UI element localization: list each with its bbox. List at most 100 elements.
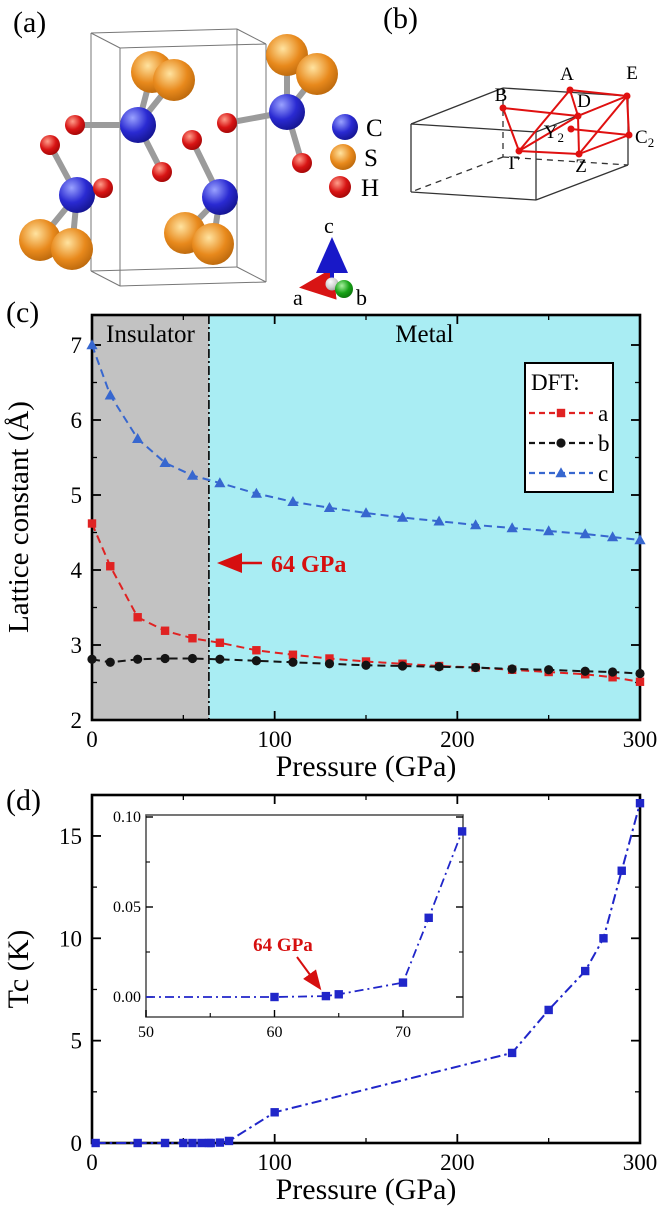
kpath-segment (577, 95, 628, 117)
series-b-marker (544, 665, 554, 675)
carbon-atom (120, 107, 156, 143)
y-tick-label: 15 (59, 824, 82, 849)
unit-cell-edge (90, 270, 121, 287)
inset-annotation-64gpa: 64 GPa (253, 935, 313, 956)
series-a-marker (608, 673, 617, 682)
series-a-line (91, 523, 641, 683)
y-axis-title: Lattice constant (Å) (3, 401, 35, 633)
series-c-marker (86, 339, 98, 350)
panel-c-label: (c) (6, 296, 40, 329)
carbon-atom (59, 177, 95, 213)
inset-x-tick-label: 50 (138, 1024, 154, 1041)
series-tc-marker (581, 966, 590, 976)
series-b-marker (361, 660, 371, 670)
legend-marker-a (556, 408, 566, 418)
sulfur-atom (153, 59, 195, 101)
inset-x-tick-label: 70 (395, 1024, 411, 1041)
series-c-marker (214, 477, 226, 488)
inset-y-tick-label: 0.05 (113, 899, 141, 916)
series-a-marker (215, 638, 225, 647)
hydrogen-atom (40, 135, 60, 155)
series-c-marker (543, 525, 555, 536)
inset-tc-marker (398, 978, 408, 987)
series-b-marker (251, 656, 261, 666)
series-tc-marker (215, 1138, 225, 1147)
series-c-marker (433, 515, 445, 526)
series-b-marker (471, 662, 481, 673)
kpath-segment (570, 128, 630, 136)
y-tick-label: 3 (71, 633, 83, 658)
kpoint-label-E: E (626, 63, 638, 84)
series-b-marker (288, 657, 298, 667)
x-tick-label: 100 (257, 727, 292, 752)
series-tc-marker (224, 1136, 234, 1146)
x-tick-label: 100 (257, 1150, 292, 1175)
x-tick-label: 300 (623, 727, 658, 752)
y-tick-label: 5 (71, 1029, 83, 1054)
hydrogen-legend-ball (329, 176, 351, 198)
series-a-marker (188, 634, 197, 643)
inset-tc-marker (334, 990, 343, 999)
b-axis-label: b (356, 285, 367, 310)
region-insulator (92, 315, 209, 720)
series-b-marker (187, 653, 198, 664)
series-b-marker (324, 659, 335, 669)
sulfur-atom (51, 228, 93, 270)
kpoint-label-D: D (577, 91, 591, 112)
x-axis-title: Pressure (GPa) (276, 750, 457, 783)
kpoint-label-B: B (495, 85, 508, 106)
series-c-marker (323, 501, 336, 512)
legend-marker-b (556, 438, 566, 448)
tc-chart: 0 100 200 300 0 5 10 15 Pressure (GPa) Tc (K) 50 60… (2, 793, 657, 1206)
series-b-marker (635, 668, 645, 679)
lattice-constant-chart: Insulator Metal 0 100 200 300 2 3 4 5 6 7 Pressure (… (3, 313, 658, 783)
inset-tc-marker (321, 991, 331, 1001)
panel-d-label: (d) (6, 784, 41, 817)
series-b-marker (87, 654, 97, 664)
kpath-segment (577, 115, 580, 155)
legend-box (524, 362, 614, 493)
y-tick-label: 7 (71, 333, 83, 358)
a-axis-label: a (293, 285, 303, 310)
series-a-marker (106, 562, 115, 571)
series-c-marker (470, 519, 482, 530)
unit-cell-edge (119, 281, 267, 287)
hydrogen-atom (65, 115, 85, 135)
b-axis-ball (335, 280, 353, 298)
hydrogen-atom (93, 178, 113, 198)
series-tc-marker (507, 1048, 517, 1058)
bz-box-edge (410, 191, 537, 201)
series-c-marker (132, 432, 144, 443)
bz-box-edge-hidden (502, 156, 629, 166)
series-b-marker (608, 667, 618, 677)
bz-box-edge (535, 164, 629, 201)
series-c-marker (634, 534, 646, 545)
series-a-marker (325, 654, 334, 663)
x-axis-title: Pressure (GPa) (276, 1173, 457, 1206)
kpath-segment (518, 150, 580, 155)
inset-tc-marker (457, 827, 467, 836)
kpath-segment (518, 115, 579, 152)
carbon-legend-ball (332, 114, 358, 140)
inset-tc-marker (270, 992, 279, 1002)
kpath-segment (502, 107, 520, 152)
kpath-segment (569, 89, 628, 97)
series-c-marker (607, 531, 619, 542)
hydrogen-atom (182, 130, 202, 150)
inset-tc-marker (424, 913, 433, 922)
kpath-segment (578, 134, 630, 155)
y-tick-label: 2 (71, 708, 83, 733)
kpoint-dot (623, 92, 631, 100)
sulfur-atom (192, 223, 234, 265)
series-tc-marker (91, 1138, 100, 1148)
carbon-atom (202, 179, 238, 215)
panel-a-label: (a) (13, 6, 47, 39)
x-tick-label: 0 (86, 727, 98, 752)
region-label-metal: Metal (395, 321, 453, 348)
series-tc-marker (635, 798, 645, 808)
x-tick-label: 0 (86, 1150, 98, 1175)
kpoint-dot (515, 147, 523, 155)
series-b-marker (397, 661, 408, 671)
legend-marker-c (555, 467, 567, 478)
inset-frame (145, 814, 464, 1018)
